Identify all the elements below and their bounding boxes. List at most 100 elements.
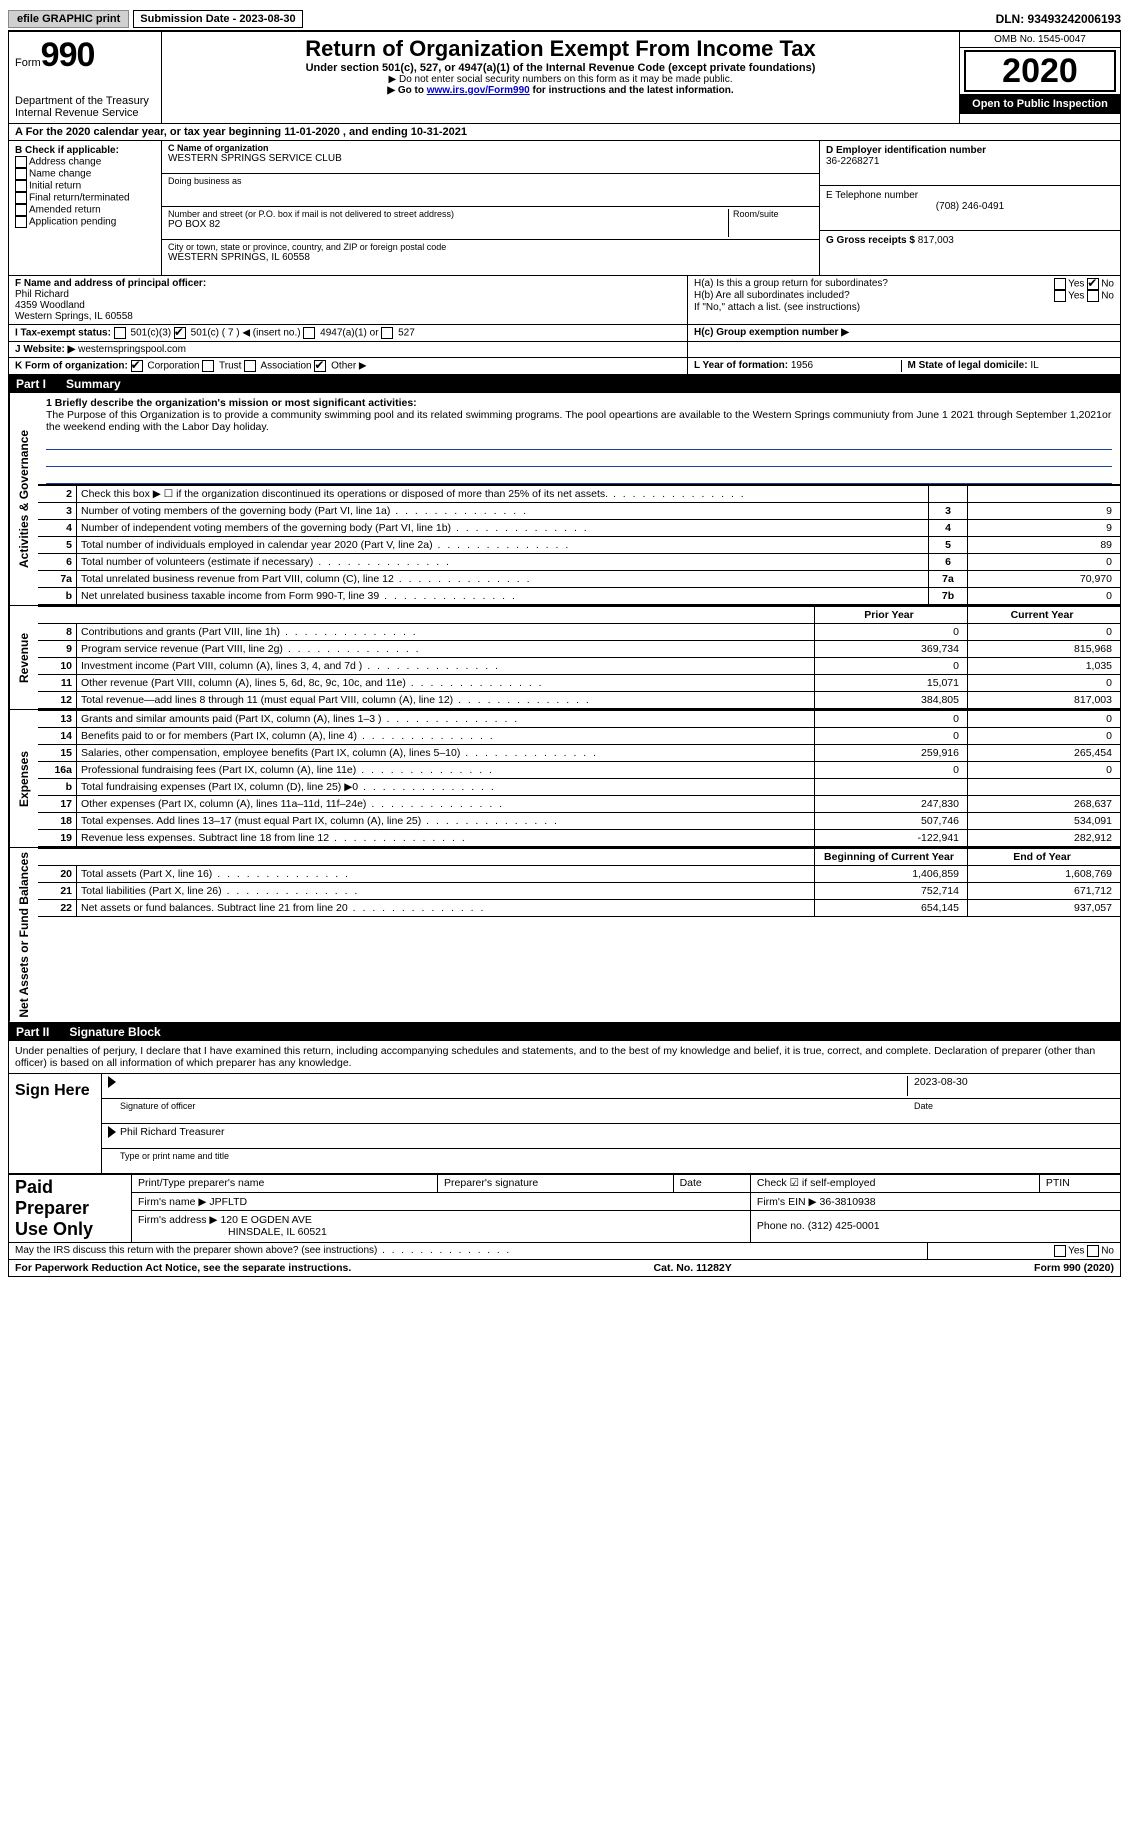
goto-note: ▶ Go to www.irs.gov/Form990 for instruct… bbox=[168, 85, 953, 96]
chk-initial-return[interactable] bbox=[15, 180, 27, 192]
tax-year-range: A For the 2020 calendar year, or tax yea… bbox=[8, 124, 1121, 141]
form990-link[interactable]: www.irs.gov/Form990 bbox=[427, 85, 530, 96]
chk-501c[interactable] bbox=[174, 327, 186, 339]
signature-block: Under penalties of perjury, I declare th… bbox=[8, 1041, 1121, 1174]
discuss-no[interactable] bbox=[1087, 1245, 1099, 1257]
opt-assoc: Association bbox=[260, 361, 311, 372]
section-klm: K Form of organization: Corporation Trus… bbox=[8, 358, 1121, 375]
form-org-label: K Form of organization: bbox=[15, 361, 128, 372]
rev-table: Prior YearCurrent Year8Contributions and… bbox=[38, 606, 1120, 709]
mission-label: 1 Briefly describe the organization's mi… bbox=[46, 397, 1112, 409]
hb-yes[interactable] bbox=[1054, 290, 1066, 302]
org-info-block: B Check if applicable: Address change Na… bbox=[8, 141, 1121, 276]
opt-other: Other ▶ bbox=[331, 361, 366, 372]
section-i-hc: I Tax-exempt status: 501(c)(3) 501(c) ( … bbox=[8, 325, 1121, 342]
sign-here-row: Sign Here 2023-08-30 Signature of office… bbox=[9, 1074, 1120, 1173]
ptin-label: PTIN bbox=[1039, 1174, 1120, 1192]
dept-label: Department of the Treasury bbox=[15, 95, 155, 107]
chk-label: Amended return bbox=[29, 205, 101, 216]
yes-label: Yes bbox=[1068, 1245, 1084, 1256]
chk-corp[interactable] bbox=[131, 360, 143, 372]
preparer-sig-label: Preparer's signature bbox=[438, 1174, 674, 1192]
state-domicile-label: M State of legal domicile: bbox=[908, 360, 1028, 371]
firm-name: JPFLTD bbox=[209, 1196, 247, 1208]
omb-number: OMB No. 1545-0047 bbox=[960, 32, 1120, 48]
opt-501c3: 501(c)(3) bbox=[131, 328, 172, 339]
part1-label: Part I bbox=[16, 377, 46, 391]
part1-title: Summary bbox=[66, 377, 121, 391]
chk-assoc[interactable] bbox=[244, 360, 256, 372]
part2-label: Part II bbox=[16, 1025, 49, 1039]
ssn-note: ▶ Do not enter social security numbers o… bbox=[168, 74, 953, 85]
hb-no[interactable] bbox=[1087, 290, 1099, 302]
table-row: 14Benefits paid to or for members (Part … bbox=[38, 728, 1120, 745]
netassets-block: Net Assets or Fund Balances Beginning of… bbox=[8, 848, 1121, 1023]
gross-receipts-value: 817,003 bbox=[918, 235, 954, 246]
ha-no[interactable] bbox=[1087, 278, 1099, 290]
chk-final-return[interactable] bbox=[15, 192, 27, 204]
revenue-block: Revenue Prior YearCurrent Year8Contribut… bbox=[8, 606, 1121, 710]
side-net: Net Assets or Fund Balances bbox=[9, 848, 38, 1022]
ein-value: 36-2268271 bbox=[826, 156, 1114, 167]
header-left: Form990 Department of the Treasury Inter… bbox=[9, 32, 162, 123]
tax-status-label: I Tax-exempt status: bbox=[15, 328, 111, 339]
chk-name-change[interactable] bbox=[15, 168, 27, 180]
street-value: PO BOX 82 bbox=[168, 219, 728, 230]
discuss-yes[interactable] bbox=[1054, 1245, 1066, 1257]
table-row: 2Check this box ▶ ☐ if the organization … bbox=[38, 486, 1120, 503]
form-990-num: 990 bbox=[41, 36, 95, 74]
yes-label: Yes bbox=[1068, 279, 1084, 290]
officer-addr2: Western Springs, IL 60558 bbox=[15, 311, 681, 322]
chk-4947[interactable] bbox=[303, 327, 315, 339]
section-i: I Tax-exempt status: 501(c)(3) 501(c) ( … bbox=[9, 325, 687, 341]
section-hc: H(c) Group exemption number ▶ bbox=[687, 325, 1120, 341]
chk-527[interactable] bbox=[381, 327, 393, 339]
print-preparer-label: Print/Type preparer's name bbox=[132, 1174, 438, 1192]
governance-block: Activities & Governance 1 Briefly descri… bbox=[8, 393, 1121, 606]
efile-print-button[interactable]: efile GRAPHIC print bbox=[8, 10, 129, 28]
street-label: Number and street (or P.O. box if mail i… bbox=[168, 209, 728, 219]
table-row: Beginning of Current YearEnd of Year bbox=[38, 849, 1120, 866]
sig-officer-sublabel: Signature of officer bbox=[108, 1101, 914, 1121]
sign-here-label: Sign Here bbox=[9, 1074, 101, 1173]
ha-yes[interactable] bbox=[1054, 278, 1066, 290]
top-bar: efile GRAPHIC print Submission Date - 20… bbox=[8, 8, 1121, 32]
year-formation-label: L Year of formation: bbox=[694, 360, 788, 371]
section-b: B Check if applicable: Address change Na… bbox=[9, 141, 162, 275]
chk-other[interactable] bbox=[314, 360, 326, 372]
no-label: No bbox=[1101, 1245, 1114, 1256]
chk-amended[interactable] bbox=[15, 204, 27, 216]
yes-label: Yes bbox=[1068, 291, 1084, 302]
chk-label: Name change bbox=[29, 169, 91, 180]
firm-addr-label: Firm's address ▶ bbox=[138, 1214, 218, 1226]
exp-table: 13Grants and similar amounts paid (Part … bbox=[38, 710, 1120, 847]
side-exp: Expenses bbox=[9, 710, 38, 847]
hb-label: H(b) Are all subordinates included? bbox=[694, 290, 850, 302]
chk-address-change[interactable] bbox=[15, 156, 27, 168]
table-row: Prior YearCurrent Year bbox=[38, 607, 1120, 624]
hb-note: If "No," attach a list. (see instruction… bbox=[694, 302, 1114, 313]
preparer-table: Paid Preparer Use Only Print/Type prepar… bbox=[8, 1174, 1121, 1243]
chk-label: Initial return bbox=[29, 181, 81, 192]
no-label: No bbox=[1101, 279, 1114, 290]
phone-value: (708) 246-0491 bbox=[826, 201, 1114, 212]
firm-name-label: Firm's name ▶ bbox=[138, 1196, 206, 1208]
officer-name: Phil Richard bbox=[15, 289, 681, 300]
part2-title: Signature Block bbox=[69, 1025, 160, 1039]
submission-date-box: Submission Date - 2023-08-30 bbox=[133, 10, 302, 28]
firm-ein: 36-3810938 bbox=[820, 1196, 876, 1208]
firm-ein-label: Firm's EIN ▶ bbox=[757, 1196, 817, 1208]
side-gov: Activities & Governance bbox=[9, 393, 38, 605]
preparer-date-label: Date bbox=[673, 1174, 750, 1192]
type-name-label: Type or print name and title bbox=[108, 1151, 229, 1171]
chk-trust[interactable] bbox=[202, 360, 214, 372]
table-row: 20Total assets (Part X, line 16)1,406,85… bbox=[38, 866, 1120, 883]
table-row: 9Program service revenue (Part VIII, lin… bbox=[38, 641, 1120, 658]
self-employed-label: Check ☑ if self-employed bbox=[750, 1174, 1039, 1192]
chk-501c3[interactable] bbox=[114, 327, 126, 339]
officer-label: F Name and address of principal officer: bbox=[15, 278, 681, 289]
table-row: bNet unrelated business taxable income f… bbox=[38, 588, 1120, 605]
officer-addr1: 4359 Woodland bbox=[15, 300, 681, 311]
form-subtitle: Under section 501(c), 527, or 4947(a)(1)… bbox=[168, 62, 953, 74]
chk-pending[interactable] bbox=[15, 216, 27, 228]
